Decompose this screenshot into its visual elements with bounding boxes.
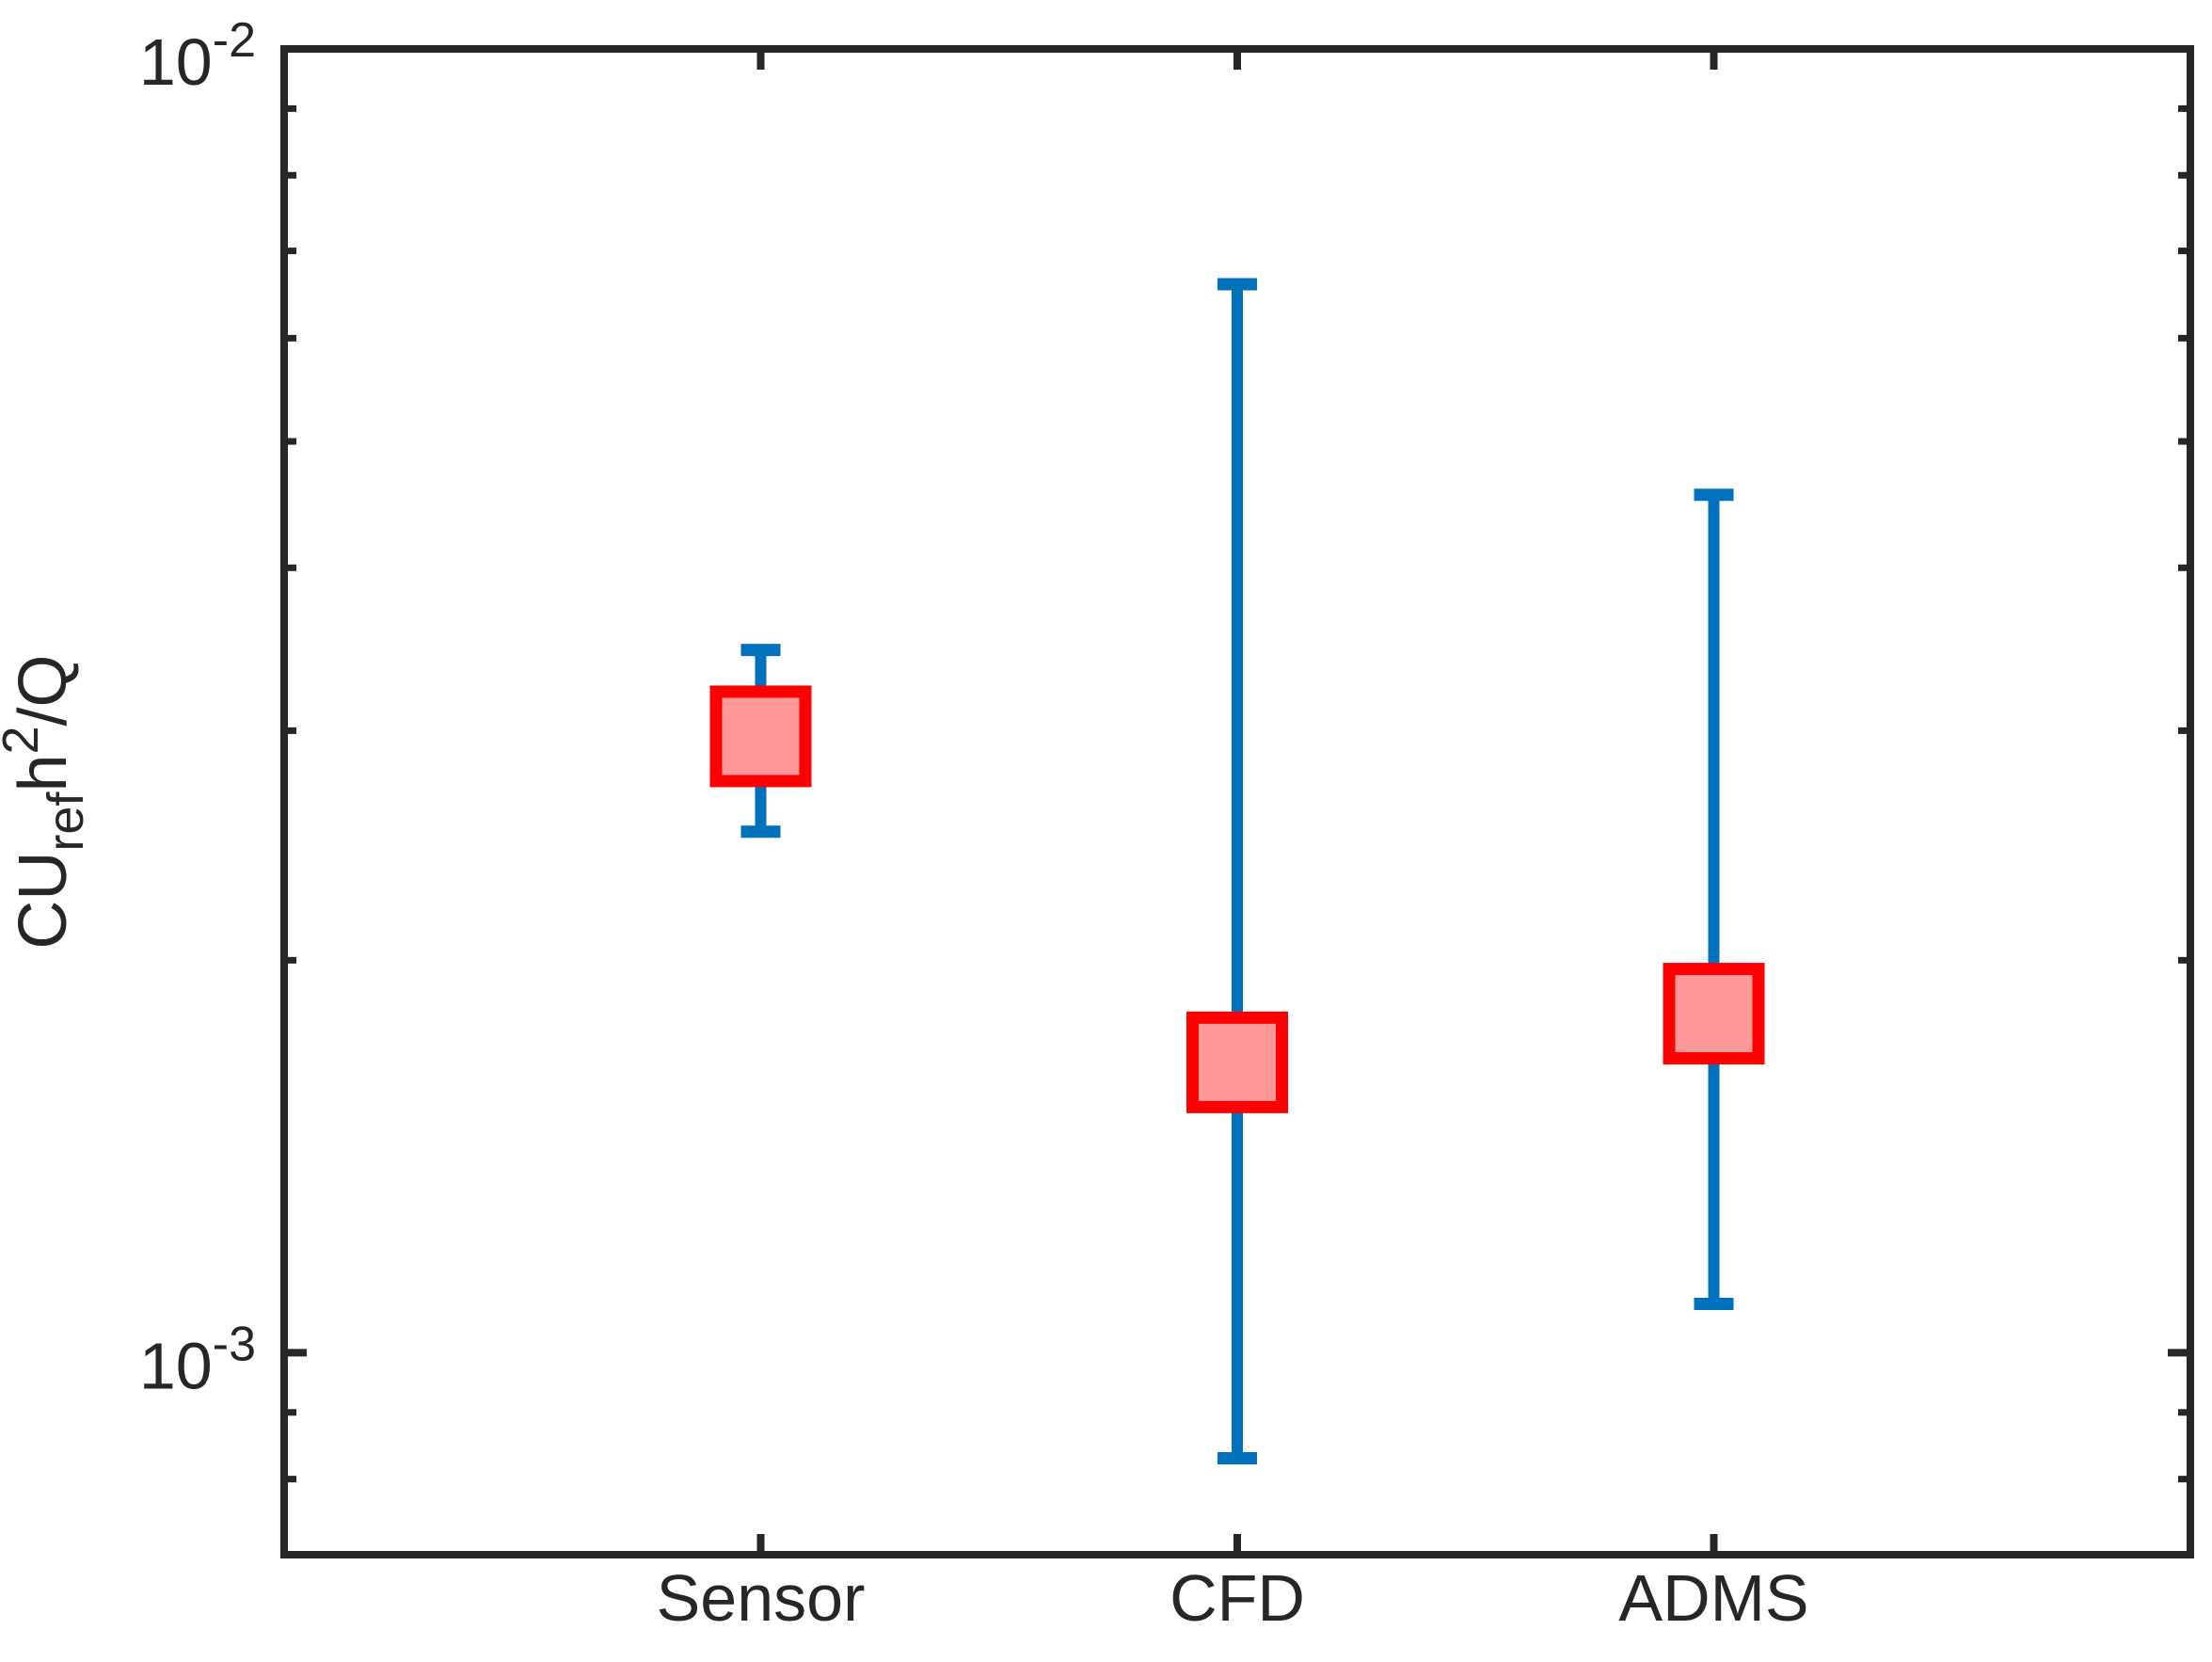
data-marker-sensor xyxy=(709,685,812,788)
x-tick-label: ADMS xyxy=(1618,1561,1808,1635)
y-tick-label: 10-2 xyxy=(139,13,256,99)
y-axis-label: CUrefh2/Q xyxy=(0,654,94,949)
data-marker-cfd xyxy=(1186,1011,1288,1113)
y-tick-label: 10-3 xyxy=(139,1317,256,1402)
x-tick-label: Sensor xyxy=(657,1561,866,1635)
error-bar-sensor xyxy=(709,644,812,839)
error-bar-cfd xyxy=(1186,278,1288,1465)
data-marker-adms xyxy=(1663,963,1765,1065)
error-bar-adms xyxy=(1663,488,1765,1311)
x-tick-label: CFD xyxy=(1170,1561,1305,1635)
